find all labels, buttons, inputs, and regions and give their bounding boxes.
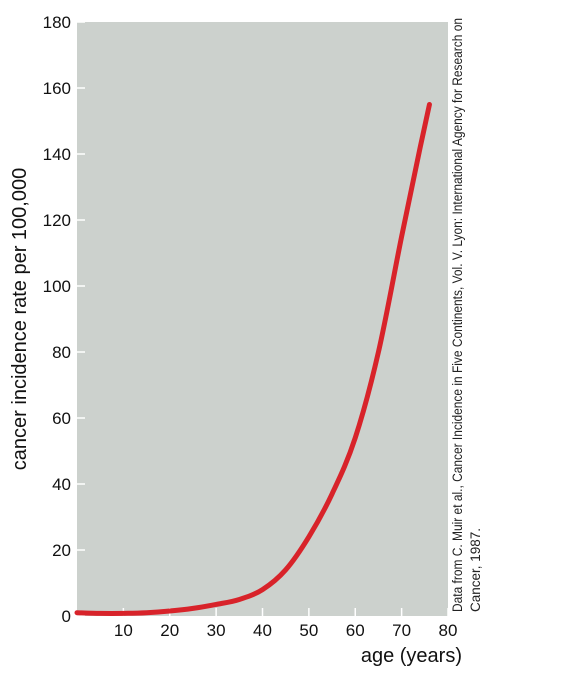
x-tick-label: 60 [346,621,365,640]
plot-area [77,22,448,616]
y-tick-label: 0 [62,607,71,626]
source-note-line: Cancer, 1987. [468,528,483,612]
x-axis-label: age (years) [361,645,462,667]
y-axis-label: cancer incidence rate per 100,000 [9,168,31,470]
y-tick-label: 80 [52,343,71,362]
y-tick-label: 20 [52,541,71,560]
x-axis-ticks: 10 20 30 40 50 60 70 80 [114,608,458,640]
y-tick-label: 120 [43,211,71,230]
x-tick-label: 40 [253,621,272,640]
y-axis-ticks: 0 20 40 60 80 100 120 140 160 180 [43,13,85,626]
x-tick-label: 80 [439,621,458,640]
x-tick-label: 30 [207,621,226,640]
x-tick-label: 70 [392,621,411,640]
y-tick-label: 60 [52,409,71,428]
source-note-line: Data from C. Muir et al., Cancer Inciden… [450,18,465,612]
y-tick-label: 140 [43,145,71,164]
source-note: Data from C. Muir et al., Cancer Inciden… [450,18,483,612]
series-line-incidence [74,102,432,616]
x-tick-label: 10 [114,621,133,640]
y-tick-label: 180 [43,13,71,32]
x-tick-label: 20 [160,621,179,640]
x-tick-label: 50 [299,621,318,640]
y-tick-label: 40 [52,475,71,494]
y-tick-label: 100 [43,277,71,296]
y-tick-label: 160 [43,79,71,98]
